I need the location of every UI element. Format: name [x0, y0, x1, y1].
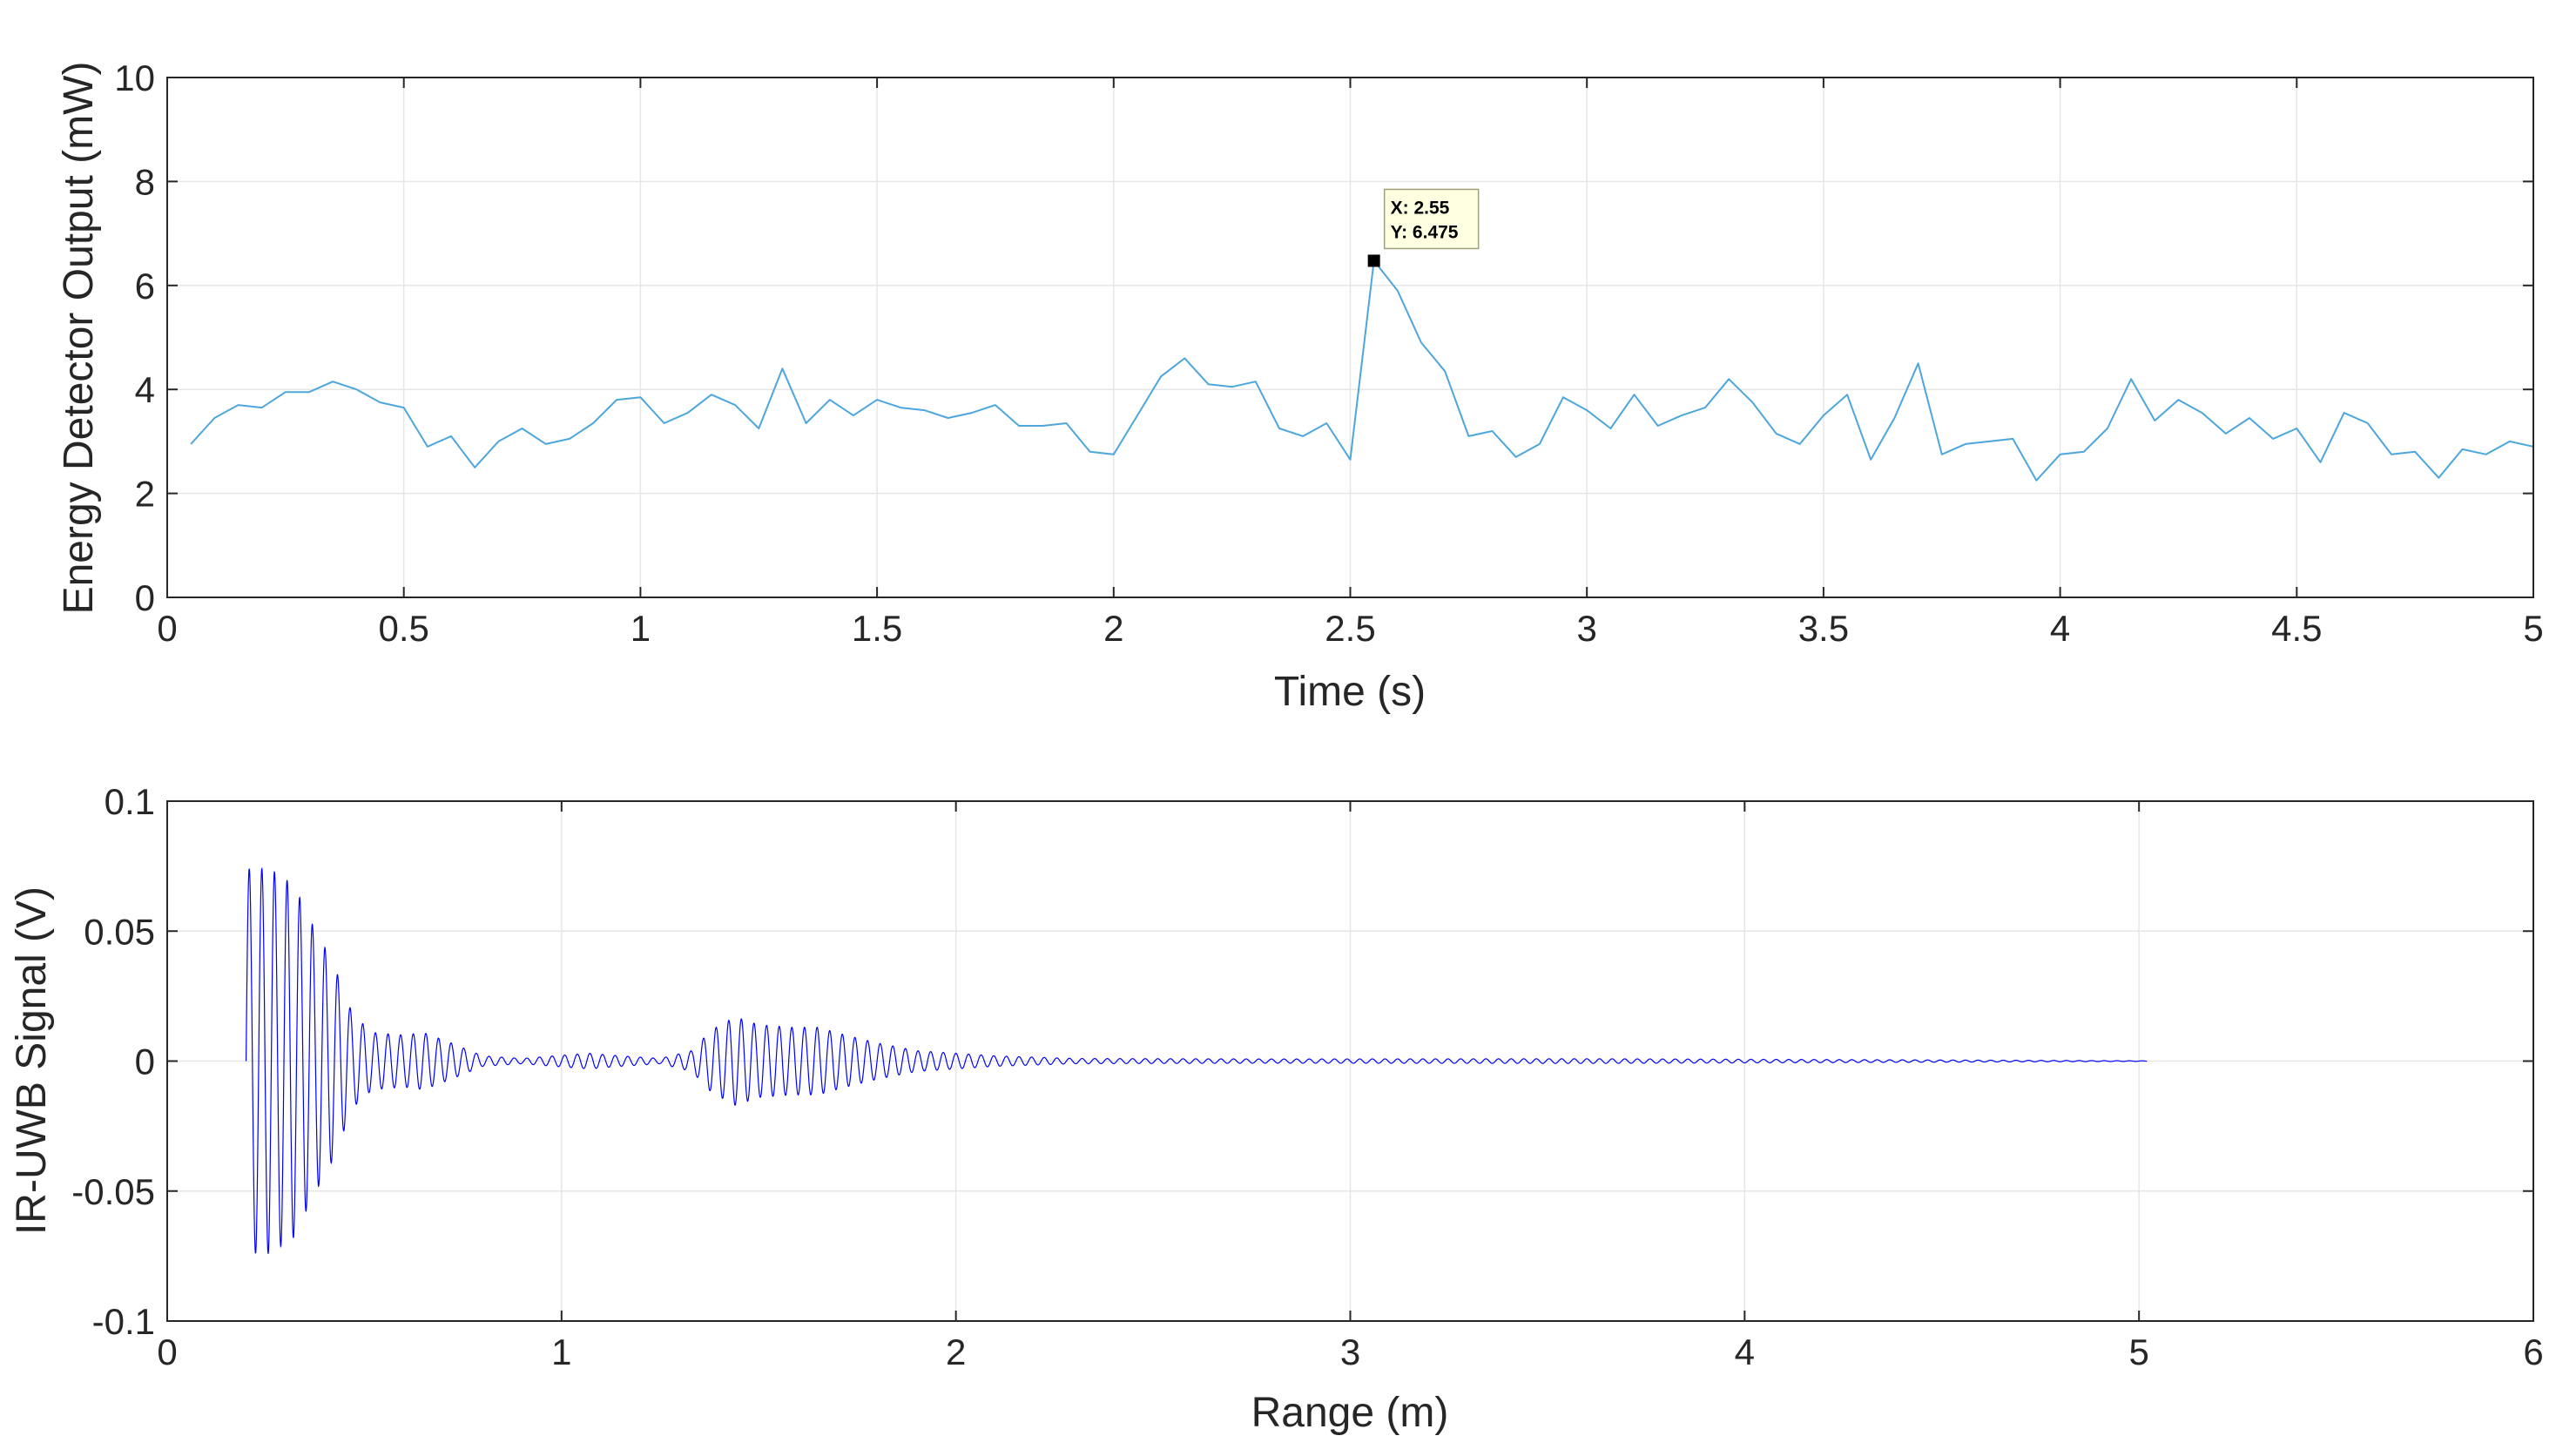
ir-uwb-series-group [245, 866, 2148, 1255]
energy-x-tick-label: 4.5 [2271, 608, 2322, 649]
data-tip-x-label: X: 2.55 [1391, 198, 1450, 218]
energy-x-tick-label: 0.5 [379, 608, 429, 649]
energy-x-tick-label: 0 [157, 608, 177, 649]
ir-uwb-x-tick-label: 1 [551, 1331, 571, 1372]
energy-y-tick-label: 4 [135, 369, 155, 410]
ir-uwb-x-tick-label: 3 [1340, 1331, 1360, 1372]
energy-x-tick-label: 4 [2050, 608, 2070, 649]
energy-x-tick-label: 1 [631, 608, 651, 649]
energy-series-line [190, 260, 2534, 482]
ir-uwb-y-tick-label: 0.1 [105, 781, 155, 822]
energy-y-tick-label: 10 [114, 57, 155, 98]
data-tip-box [1383, 188, 1480, 250]
ir-uwb-y-tick-label: -0.1 [92, 1301, 155, 1342]
energy-y-tick-label: 0 [135, 577, 155, 618]
ir-uwb-y-tick-label: 0.05 [84, 911, 155, 952]
energy-y-tick-label: 8 [135, 161, 155, 202]
ir-uwb-y-tick-label: -0.05 [71, 1171, 155, 1212]
energy-x-tick-label: 2.5 [1325, 608, 1375, 649]
energy-y-tick-label: 2 [135, 474, 155, 515]
ir-uwb-axes: 0 1 2 3 4 5 6 -0.1 -0.05 0 0.05 0.1 Range (m) IR-UW… [9, 781, 2544, 1436]
ir-uwb-x-tick-label: 2 [946, 1331, 966, 1372]
energy-x-tick-label: 3 [1577, 608, 1597, 649]
ir-uwb-x-tick-label: 0 [157, 1331, 177, 1372]
ir-uwb-x-axis-label: Range (m) [1251, 1390, 1449, 1436]
energy-x-tick-label: 2 [1103, 608, 1123, 649]
ir-uwb-x-tick-label: 6 [2523, 1331, 2543, 1372]
energy-x-axis-label: Time (s) [1274, 669, 1426, 715]
energy-x-tick-label: 3.5 [1798, 608, 1849, 649]
ir-uwb-y-tick-label: 0 [135, 1041, 155, 1082]
energy-x-tick-label: 1.5 [852, 608, 902, 649]
ir-uwb-x-tick-label: 5 [2128, 1331, 2148, 1372]
energy-series-group [190, 260, 2534, 482]
data-tip-y-label: Y: 6.475 [1391, 222, 1459, 242]
data-tip[interactable]: X: 2.55 Y: 6.475 [1367, 188, 1480, 267]
energy-ticks: 0 0.5 1 1.5 2 2.5 3 3.5 4 4.5 5 0 2 4 6 8 10 [114, 57, 2543, 649]
data-tip-marker[interactable] [1367, 254, 1380, 267]
ir-uwb-ticks: 0 1 2 3 4 5 6 -0.1 -0.05 0 0.05 0.1 [71, 781, 2543, 1372]
energy-y-tick-label: 6 [135, 266, 155, 307]
ir-uwb-y-axis-label: IR-UWB Signal (V) [9, 886, 55, 1235]
energy-x-tick-label: 5 [2523, 608, 2543, 649]
ir-uwb-series-line [245, 866, 2148, 1255]
energy-y-axis-label: Energy Detector Output (mW) [56, 62, 102, 615]
energy-detector-axes: 0 0.5 1 1.5 2 2.5 3 3.5 4 4.5 5 0 2 4 6 8 10 X: 2.55 Y: … [56, 57, 2544, 715]
ir-uwb-x-tick-label: 4 [1735, 1331, 1755, 1372]
